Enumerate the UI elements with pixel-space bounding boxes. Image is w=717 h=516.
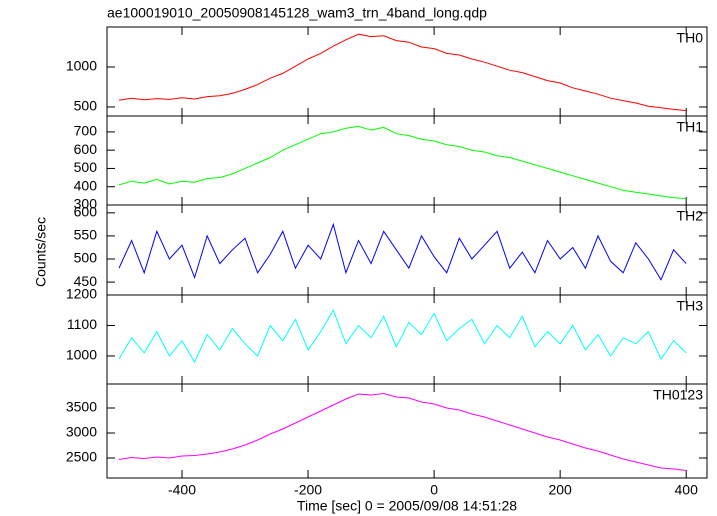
y-tick-label: 3000 [66,424,97,440]
panel-label: TH2 [677,208,704,224]
panel-label: TH0 [677,30,704,46]
panel-label: TH0123 [653,387,703,403]
y-tick-label: 1000 [66,58,97,74]
panel-label: TH3 [677,298,704,314]
y-tick-label: 600 [74,141,98,157]
y-tick-label: 3500 [66,399,97,415]
y-tick-label: 700 [74,123,98,139]
x-tick-label: -200 [294,482,322,498]
chart-title: ae100019010_20050908145128_wam3_trn_4ban… [107,5,487,21]
y-tick-label: 1100 [67,316,97,332]
x-tick-label: 0 [430,482,438,498]
data-line [118,125,687,200]
y-tick-label: 450 [74,273,98,289]
y-tick-label: 500 [74,98,98,114]
y-tick-label: 1000 [66,347,97,363]
y-tick-label: 500 [74,159,98,175]
data-line [118,309,687,364]
panel-label: TH1 [677,119,704,135]
panel-frame [106,383,708,479]
y-tick-label: 600 [74,204,98,220]
y-tick-label: 2500 [66,449,97,465]
y-tick-label: 1200 [66,286,97,302]
data-line [118,33,687,112]
y-tick-label: 500 [74,250,98,266]
y-tick-label: 300 [74,196,98,212]
x-tick-label: -400 [168,482,196,498]
y-tick-label: 400 [74,177,98,193]
data-line [118,392,687,471]
x-axis-label: Time [sec] 0 = 2005/09/08 14:51:28 [297,498,517,514]
y-tick-label: 550 [74,227,98,243]
x-tick-label: 200 [548,482,572,498]
x-tick-label: 400 [675,482,699,498]
data-line [118,222,687,281]
y-axis-label: Counts/sec [33,217,49,287]
